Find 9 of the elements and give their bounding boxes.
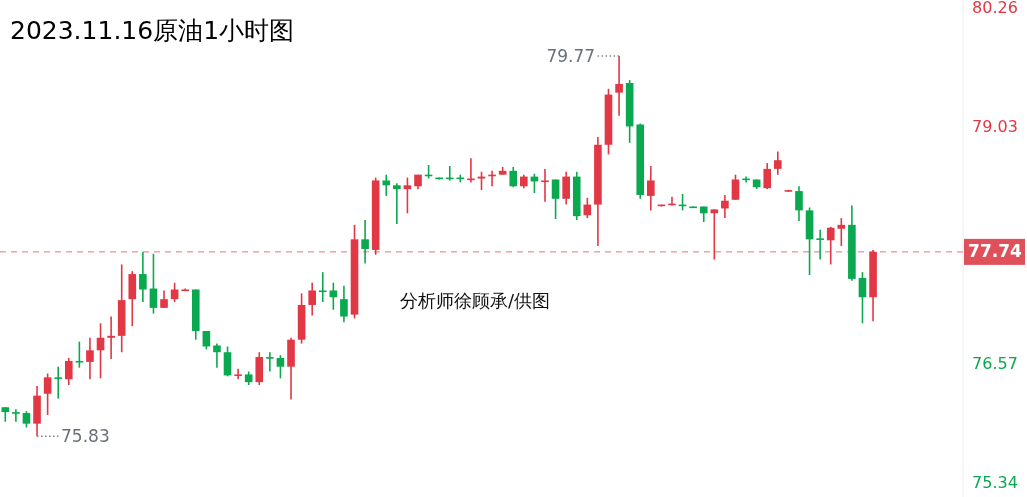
y-tick-label: 80.26 [972, 0, 1018, 18]
y-tick-label: 79.03 [972, 116, 1018, 136]
y-tick-label: 76.57 [972, 354, 1018, 374]
ref-line-label: 77.74 [968, 240, 1023, 261]
annotation: 分析师徐顾承/供图 [400, 290, 551, 311]
annotation: 79.77 [546, 45, 596, 66]
text: 2023.11.16原油1小时图 [10, 16, 295, 45]
y-tick-label: 75.34 [972, 472, 1018, 492]
annotation: 75.83 [61, 426, 110, 447]
